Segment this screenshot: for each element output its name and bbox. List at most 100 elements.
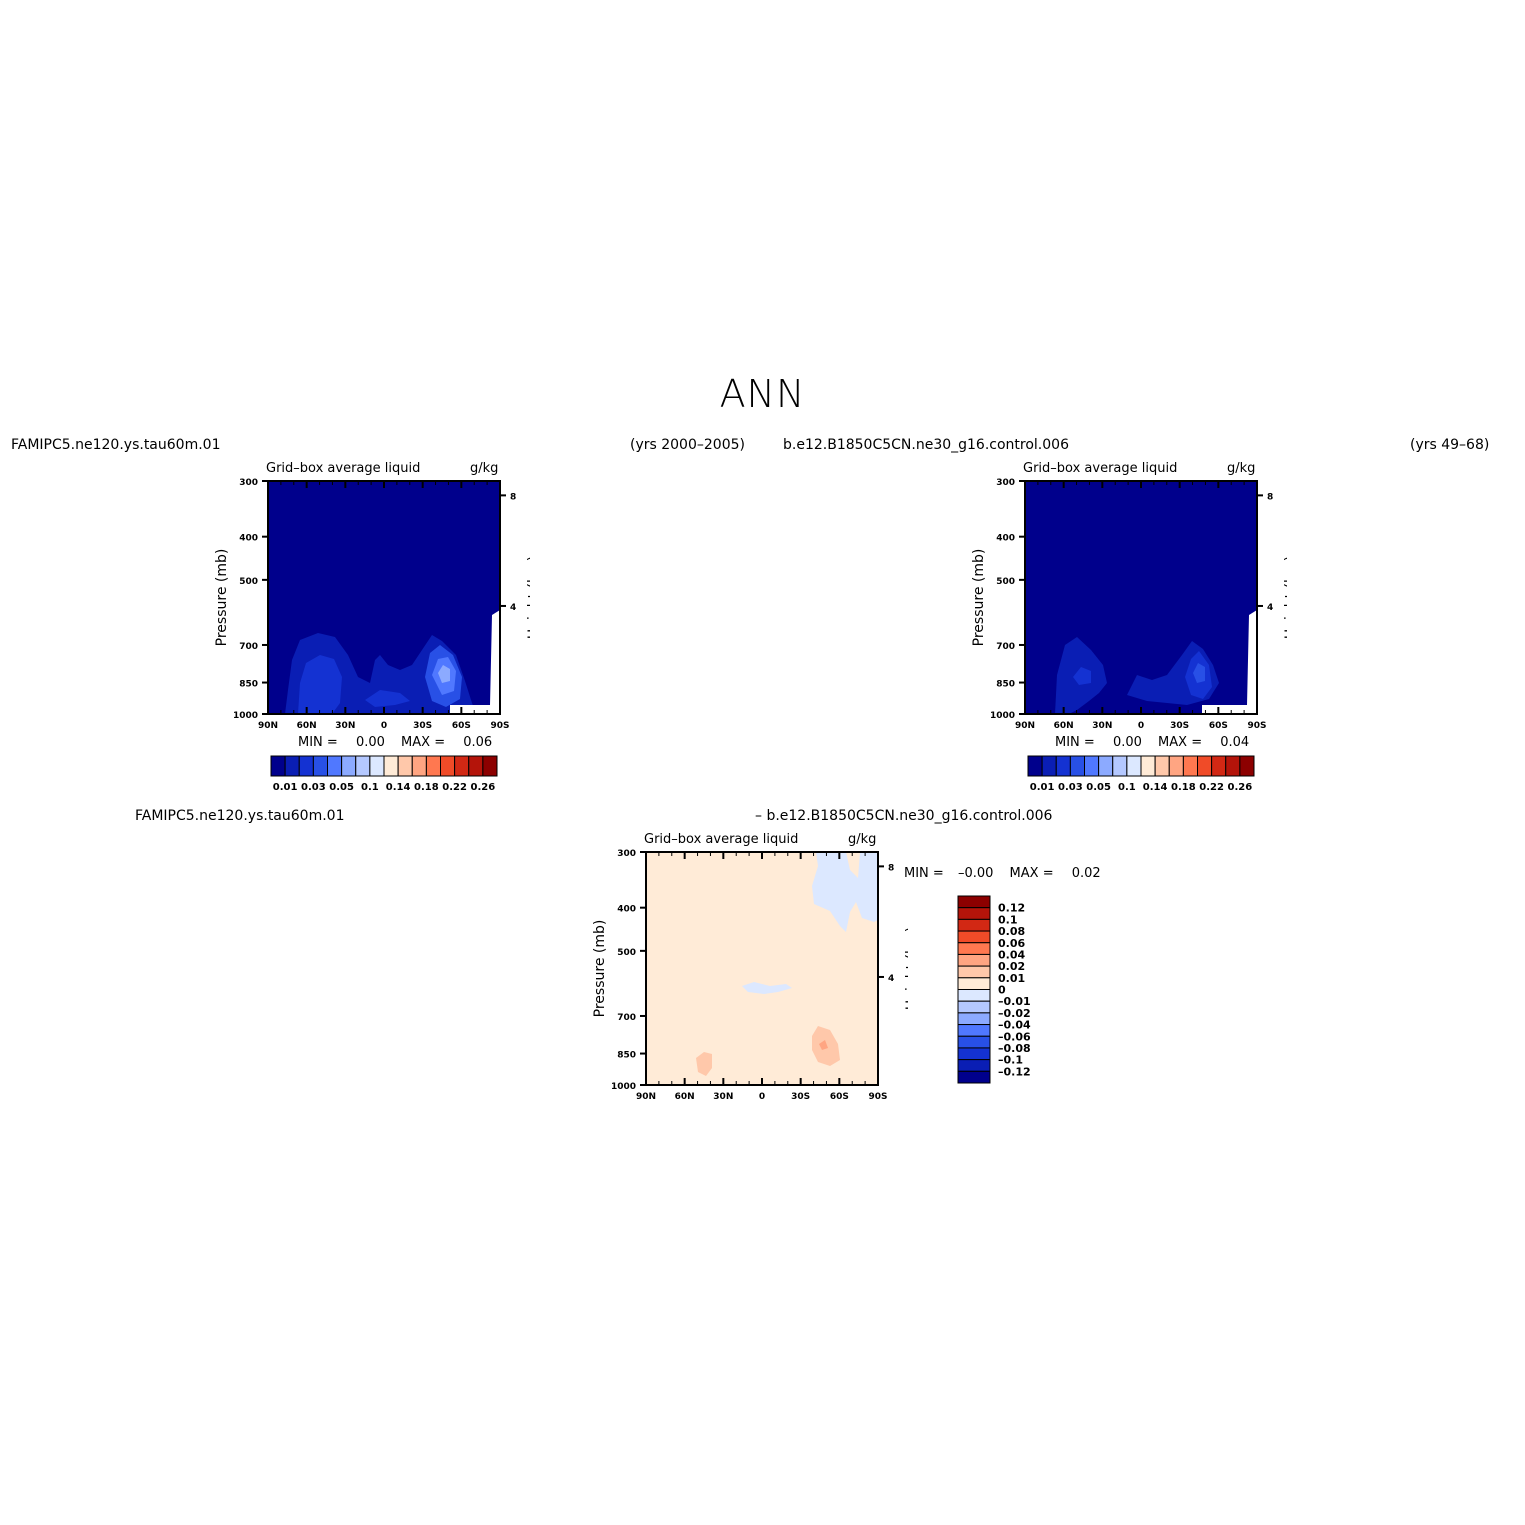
panel2-contours xyxy=(1025,481,1257,714)
panel1-xtick-label-6: 90S xyxy=(490,721,509,731)
panel1-xtick-label-1: 60N xyxy=(297,721,317,731)
panel3-colorbar-swatch-15 xyxy=(957,1070,991,1084)
panel1-colorbar-swatch-9 xyxy=(397,755,413,777)
panel3-colorbar-label-14: –0.12 xyxy=(998,1065,1031,1078)
panel3-colorbar-label-0: 0.12 xyxy=(998,902,1025,915)
panel1-max-label: MAX = xyxy=(401,735,446,750)
panel3-colorbar-swatch-4 xyxy=(957,942,991,955)
panel2-colorbar-swatch-8 xyxy=(1140,755,1156,777)
panel3-colorbar-swatch-5 xyxy=(957,953,991,967)
panel1-case-name: FAMIPC5.ne120.ys.tau60m.01 xyxy=(11,437,221,453)
panel1-colorbar-swatch-10 xyxy=(411,755,427,777)
panel2-contour-level3 xyxy=(1193,663,1205,683)
panel2-missing-region xyxy=(1202,610,1257,714)
panel3-colorbar-label-1: 0.1 xyxy=(998,913,1018,926)
panel3-min-label: MIN = xyxy=(904,866,944,881)
panel2-xtick-label-6: 90S xyxy=(1247,721,1266,731)
panel1-ylabel-right: Height (km) xyxy=(526,556,530,639)
panel3-colorbar-swatch-3 xyxy=(957,930,991,944)
panel3-ytick-label-1000: 1000 xyxy=(611,1082,636,1092)
panel1-xtick-label-5: 60S xyxy=(452,721,471,731)
panel2-colorbar-label-7: 0.26 xyxy=(1228,782,1253,793)
page-title: ANN xyxy=(719,372,806,416)
panel2-colorbar-swatch-11 xyxy=(1182,755,1198,777)
panel3-colorbar-label-4: 0.04 xyxy=(998,948,1025,961)
panel3-colorbar-label-8: –0.01 xyxy=(998,995,1031,1008)
panel2-xtick-label-0: 90N xyxy=(1015,721,1035,731)
panel3-minmax: MIN = –0.00 MAX = 0.02 xyxy=(904,866,1101,881)
panel2-colorbar-swatch-0 xyxy=(1027,755,1043,777)
panel1-colorbar-label-3: 0.1 xyxy=(361,782,379,793)
panel3-ytick-label-400: 400 xyxy=(617,905,636,915)
panel1-ytick-label-850: 850 xyxy=(239,680,258,690)
panel2-colorbar-swatch-13 xyxy=(1211,755,1227,777)
panel3-chart: Grid–box average liquid g/kg 300 400 500 70… xyxy=(592,832,908,1102)
panel2-max-label: MAX = xyxy=(1158,735,1203,750)
panel3-case-name: FAMIPC5.ne120.ys.tau60m.01 xyxy=(135,808,345,824)
panel3-colorbar-swatch-13 xyxy=(957,1047,991,1061)
panel2-colorbar-swatch-1 xyxy=(1041,755,1057,777)
panel3-colorbar-swatch-6 xyxy=(957,965,991,979)
panel2-ytick-label-850: 850 xyxy=(996,680,1015,690)
panel3-ytick-label-850: 850 xyxy=(617,1051,636,1061)
panel3-colorbar-swatch-7 xyxy=(957,977,991,990)
panel2-ylabel-right: Height (km) xyxy=(1283,556,1287,639)
panel1-minmax: MIN = 0.00 MAX = 0.06 xyxy=(298,735,492,750)
panel2-xtick-label-5: 60S xyxy=(1209,721,1228,731)
panel1-colorbar-label-7: 0.26 xyxy=(471,782,496,793)
panel2-units: g/kg xyxy=(1227,461,1255,476)
panel3-colorbar-swatch-11 xyxy=(957,1024,991,1037)
panel3-field-title: Grid–box average liquid xyxy=(644,832,798,847)
panel2-ylabel: Pressure (mb) xyxy=(971,549,987,647)
panel1-min-value: 0.00 xyxy=(355,735,385,750)
panel2-max-value: 0.04 xyxy=(1220,735,1250,750)
panel1-colorbar-label-6: 0.22 xyxy=(442,782,467,793)
panel3-colorbar-label-10: –0.04 xyxy=(998,1019,1031,1032)
panel3-colorbar-label-6: 0.01 xyxy=(998,972,1025,985)
panel3-colorbar-swatch-2 xyxy=(957,918,991,932)
panel1-colorbar-label-5: 0.18 xyxy=(414,782,439,793)
panel3-contours xyxy=(646,852,878,1085)
panel3-rtick-label-8: 8 xyxy=(888,863,894,873)
panel1-colorbar-label-2: 0.05 xyxy=(329,782,354,793)
panel3-colorbar-swatch-12 xyxy=(957,1035,991,1049)
panel3-colorbar-label-13: –0.1 xyxy=(998,1054,1023,1067)
panel1-colorbar-swatch-7 xyxy=(369,755,385,777)
panel2-minmax: MIN = 0.00 MAX = 0.04 xyxy=(1055,735,1249,750)
panel3-xtick-label-2: 30N xyxy=(713,1092,733,1102)
panel2-field-title: Grid–box average liquid xyxy=(1023,461,1177,476)
panel1-colorbar-swatch-13 xyxy=(454,755,470,777)
panel2-colorbar-swatch-7 xyxy=(1126,755,1142,777)
panel2-ytick-label-400: 400 xyxy=(996,534,1015,544)
panel3-colorbar: 0.120.10.080.060.040.020.010–0.01–0.02–0… xyxy=(957,895,1031,1084)
panel1-chart: Grid–box average liquid g/kg 300 400 500 70… xyxy=(214,461,530,731)
panel1-units: g/kg xyxy=(470,461,498,476)
panel1-contour-level5 xyxy=(438,665,450,683)
panel2-chart: Grid–box average liquid g/kg 300 400 500 70… xyxy=(971,461,1287,731)
panel2-ytick-label-700: 700 xyxy=(996,642,1015,652)
panel2-rtick-label-8: 8 xyxy=(1267,492,1273,502)
panel2-colorbar-label-6: 0.22 xyxy=(1199,782,1224,793)
panel2-colorbar-swatch-2 xyxy=(1055,755,1071,777)
panel3-ylabel-right: Height (km) xyxy=(904,927,908,1010)
panel1-colorbar-label-0: 0.01 xyxy=(273,782,298,793)
panel3-max-value: 0.02 xyxy=(1071,866,1101,881)
panel3-max-label: MAX = xyxy=(1009,866,1054,881)
panel1-colorbar: 0.01 0.03 0.05 0.1 0.14 0.18 0.22 0.26 xyxy=(270,755,498,793)
panel3-colorbar-swatch-0 xyxy=(957,895,991,909)
panel1-min-label: MIN = xyxy=(298,735,338,750)
panel3-rtick-label-4: 4 xyxy=(888,974,894,984)
panel3-case-diff: – b.e12.B1850C5CN.ne30_g16.control.006 xyxy=(755,808,1053,824)
panel3-colorbar-label-3: 0.06 xyxy=(998,937,1025,950)
panel3-xtick-label-6: 90S xyxy=(868,1092,887,1102)
panel3-colorbar-label-2: 0.08 xyxy=(998,925,1025,938)
panel2-rtick-label-4: 4 xyxy=(1267,603,1273,613)
panel1-colorbar-swatch-14 xyxy=(468,755,484,777)
panel1-missing-region xyxy=(450,610,500,714)
panel2-colorbar-swatch-3 xyxy=(1069,755,1085,777)
panel1-colorbar-swatch-4 xyxy=(327,755,343,777)
panel2-xtick-label-4: 30S xyxy=(1170,721,1189,731)
panel3-min-value: –0.00 xyxy=(957,866,994,881)
panel1-xtick-label-2: 30N xyxy=(335,721,355,731)
panel2-colorbar-label-3: 0.1 xyxy=(1118,782,1136,793)
